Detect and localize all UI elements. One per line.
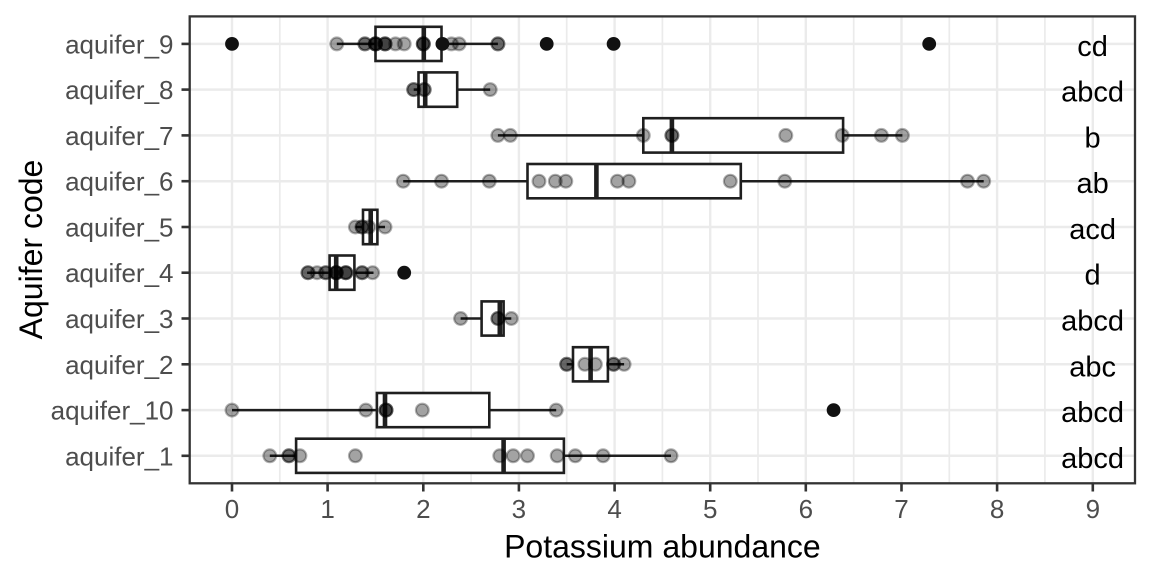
svg-text:aquifer_10: aquifer_10 (51, 396, 174, 426)
svg-text:8: 8 (990, 494, 1004, 524)
svg-text:aquifer_7: aquifer_7 (65, 121, 173, 151)
svg-text:d: d (1085, 260, 1101, 292)
svg-text:b: b (1085, 122, 1101, 154)
svg-text:aquifer_4: aquifer_4 (65, 258, 173, 288)
svg-text:aquifer_9: aquifer_9 (65, 29, 173, 59)
svg-text:Potassium abundance: Potassium abundance (504, 528, 821, 564)
svg-text:Aquifer code: Aquifer code (13, 160, 49, 340)
svg-text:aquifer_2: aquifer_2 (65, 350, 173, 380)
svg-text:abcd: abcd (1061, 443, 1124, 475)
svg-text:abc: abc (1069, 351, 1116, 383)
svg-text:3: 3 (512, 494, 526, 524)
svg-text:2: 2 (416, 494, 430, 524)
svg-text:aquifer_6: aquifer_6 (65, 167, 173, 197)
svg-text:acd: acd (1069, 214, 1116, 246)
svg-text:5: 5 (703, 494, 717, 524)
svg-text:aquifer_3: aquifer_3 (65, 304, 173, 334)
svg-text:0: 0 (225, 494, 239, 524)
svg-text:abcd: abcd (1061, 77, 1124, 109)
svg-text:aquifer_5: aquifer_5 (65, 213, 173, 243)
svg-text:cd: cd (1077, 31, 1108, 63)
svg-text:abcd: abcd (1061, 306, 1124, 338)
svg-text:ab: ab (1076, 168, 1108, 200)
svg-text:6: 6 (799, 494, 813, 524)
svg-text:1: 1 (320, 494, 334, 524)
svg-text:9: 9 (1086, 494, 1100, 524)
svg-text:aquifer_1: aquifer_1 (65, 441, 173, 471)
svg-text:7: 7 (894, 494, 908, 524)
svg-text:aquifer_8: aquifer_8 (65, 75, 173, 105)
svg-text:4: 4 (607, 494, 621, 524)
svg-text:abcd: abcd (1061, 397, 1124, 429)
